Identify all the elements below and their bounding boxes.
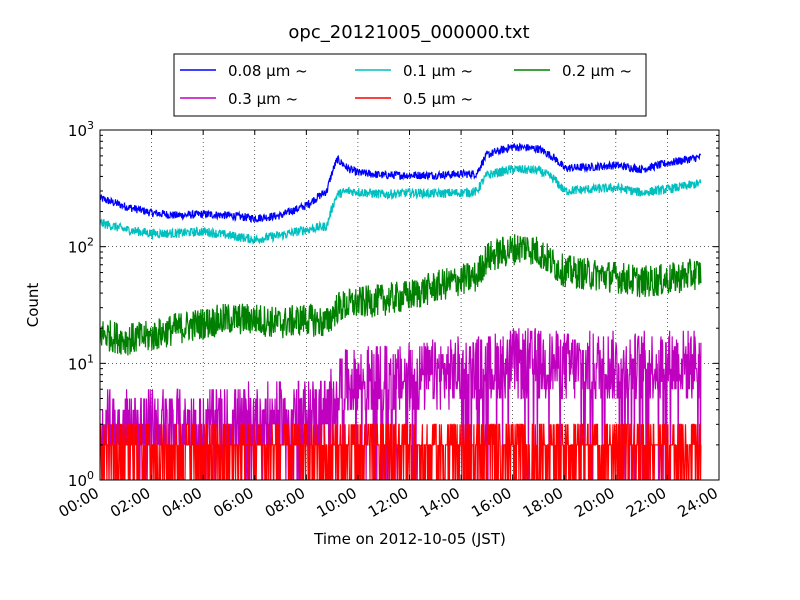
legend-label: 0.2 μm ~ (562, 62, 632, 80)
legend-label: 0.1 μm ~ (403, 62, 473, 80)
legend-label: 0.3 μm ~ (228, 90, 298, 108)
x-tick-label: 10:00 (313, 484, 359, 521)
x-tick-label: 24:00 (675, 484, 721, 521)
x-tick-label: 20:00 (571, 484, 617, 521)
series-line (100, 423, 702, 480)
x-tick-label: 04:00 (159, 484, 205, 521)
y-tick-label: 101 (68, 352, 94, 373)
x-tick-label: 06:00 (210, 484, 256, 521)
series-line (100, 234, 702, 356)
x-tick-label: 12:00 (365, 484, 411, 521)
legend-label: 0.08 μm ~ (228, 62, 308, 80)
x-tick-label: 16:00 (468, 484, 514, 521)
chart-title: opc_20121005_000000.txt (288, 22, 529, 43)
legend: 0.08 μm ~ 0.1 μm ~ 0.2 μm ~ 0.3 μm ~ 0.5 μm … (173, 53, 647, 117)
x-axis-label: Time on 2012-10-05 (JST) (313, 530, 506, 548)
x-tick-label: 14:00 (417, 484, 463, 521)
x-tick-label: 08:00 (262, 484, 308, 521)
x-tick-label: 02:00 (107, 484, 153, 521)
series-line (100, 328, 702, 480)
x-tick-label: 18:00 (520, 484, 566, 521)
series-line (100, 164, 702, 245)
y-axis-label: Count (24, 283, 42, 328)
legend-frame (173, 53, 647, 117)
series-line (100, 142, 702, 224)
y-tick-label: 100 (68, 469, 94, 490)
legend-label: 0.5 μm ~ (403, 90, 473, 108)
series-layer (100, 142, 702, 480)
y-tick-label: 103 (68, 119, 94, 140)
x-tick-label: 22:00 (623, 484, 669, 521)
y-tick-label: 102 (68, 236, 94, 257)
